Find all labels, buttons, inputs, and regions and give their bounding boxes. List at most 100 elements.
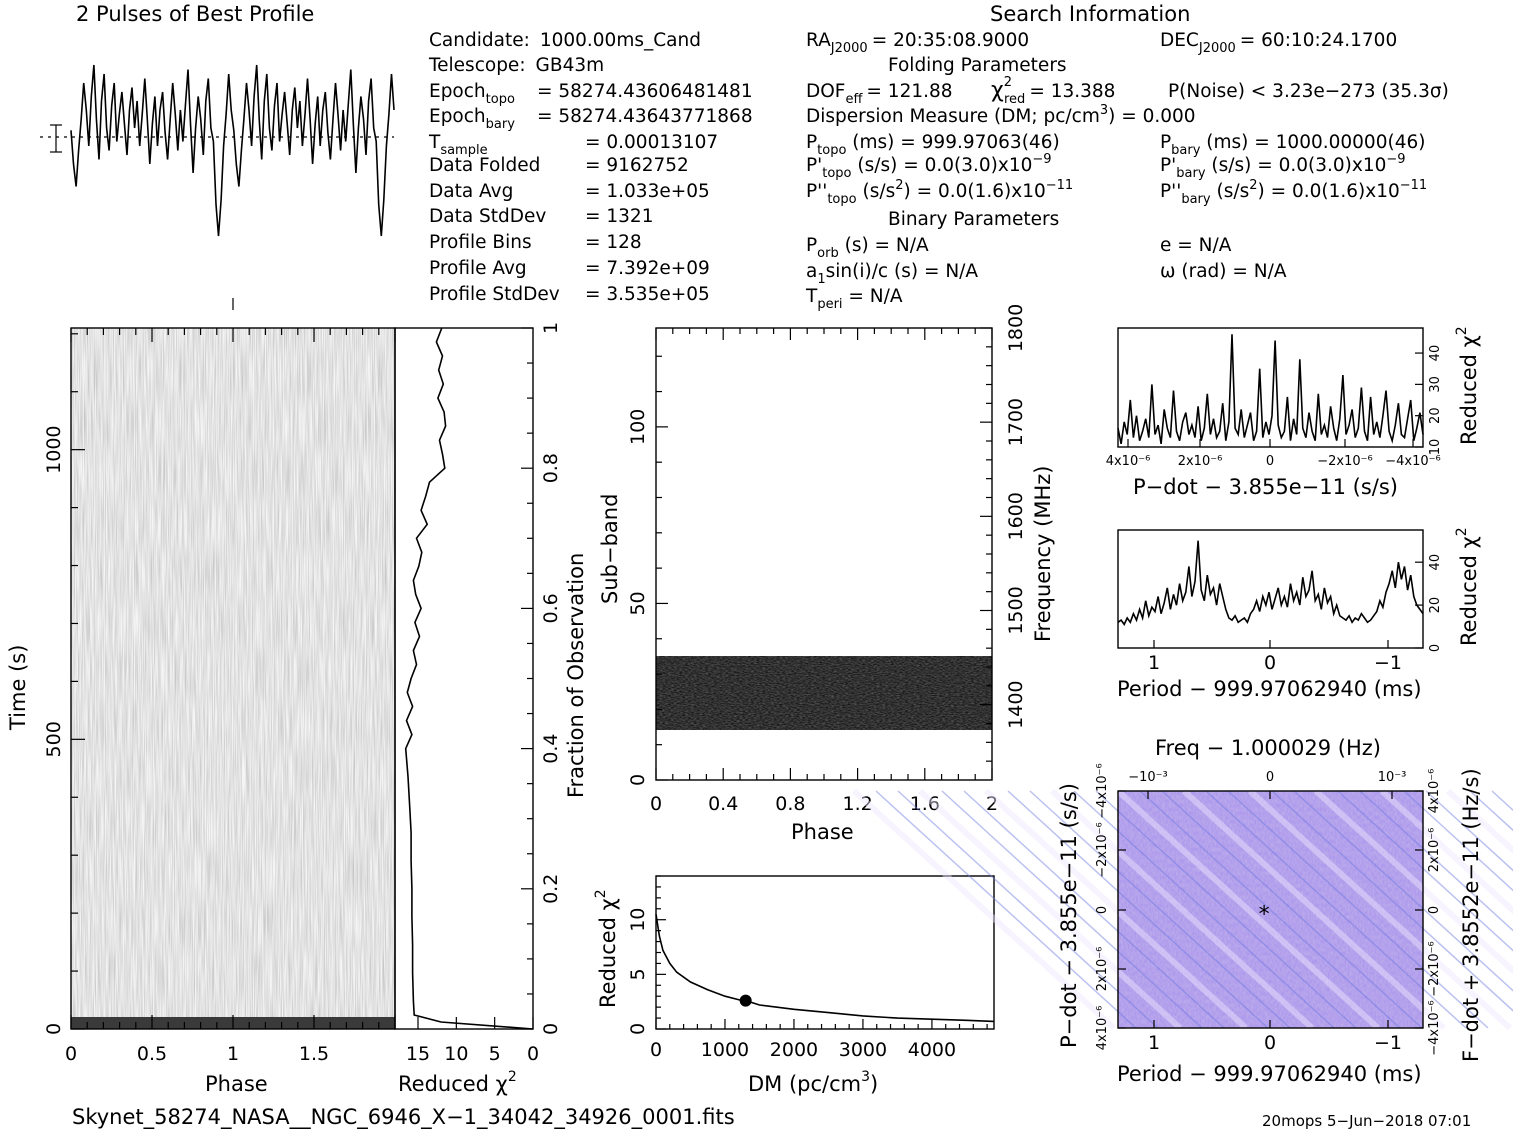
x-tick-label: 0.5 [137, 1043, 167, 1065]
subband-ylabel: Sub−band [598, 494, 622, 604]
ppdot-stripe [897, 790, 1159, 1029]
ppdot-stripe [1445, 788, 1513, 855]
time-chi-frame [394, 327, 534, 1030]
dec-line: DECJ2000 = 60:10:24.1700 [1160, 30, 1397, 56]
y-tick-label: 0 [43, 1023, 65, 1035]
ppdot-stripe [1313, 788, 1513, 975]
y-tick-label: 2x10⁻⁶ [1095, 947, 1110, 992]
ppdot-stripe [963, 790, 1225, 1029]
period-curve [1117, 540, 1424, 626]
profile-errorbar [50, 124, 62, 153]
subband-ylabel2: Frequency (MHz) [1031, 466, 1055, 642]
y-tick-label: 0 [627, 1023, 649, 1035]
pdot-xlabel: P−dot − 3.855e−11 (s/s) [1133, 475, 1398, 499]
x-tick-label: −1 [1374, 652, 1402, 674]
info-row: Data StdDev = 1321 [429, 206, 653, 227]
x-tick-label: 1.6 [910, 793, 940, 815]
ppdot-stripe [1029, 790, 1291, 1029]
info-row: Epochtopo = 58274.43606481481 [429, 81, 753, 107]
ppdot-stripe [1271, 790, 1513, 1012]
y-tick-label: 40 [1428, 554, 1443, 571]
chi-line: χ2 red = 13.388 [991, 75, 1115, 107]
ppdot-xlabel: Period − 999.97062940 (ms) [1117, 1062, 1422, 1086]
y-tick-label: −4x10⁻⁶ [1095, 763, 1110, 818]
ppdot-title: Freq − 1.000029 (Hz) [1155, 736, 1381, 760]
time-chi-curve [404, 327, 534, 1030]
time-chi-plot: 15 10 5 00 0.2 0.4 0.6 0.8 1 Reduced χ2 Fraction… [394, 322, 588, 1096]
ppdot-ylabel2: F−dot + 3.8552e−11 (Hz/s) [1459, 768, 1483, 1062]
y-tick-label: 500 [43, 721, 65, 757]
y-tick-label: 10 [627, 908, 649, 932]
x-tick-label: 0 [65, 1043, 77, 1065]
time-chi-ylabel: Fraction of Observation [564, 553, 588, 798]
pddbary-line: P''bary (s/s2) = 0.0(1.6)x10−11 [1160, 178, 1427, 207]
info-row: Profile StdDev = 3.535e+05 [429, 284, 710, 305]
x-tick-label: 0 [1264, 652, 1276, 674]
tperi-line: Tperi = N/A [805, 286, 903, 312]
x-tick-label: 5 [489, 1043, 501, 1065]
subband-ticks: 0 0.4 0.8 1.2 1.6 2 0 50 100 1400 1500 1600 1700 1800 [627, 304, 1027, 815]
y-tick-label: 5 [627, 968, 649, 980]
period-plot: 1 0 −1 0 20 40 Period − 999.97062940 (ms) Red… [1117, 527, 1481, 701]
info-row: Epochbary = 58274.43643771868 [429, 106, 753, 132]
y-tick-label: 0.8 [540, 453, 562, 483]
dm-curve [655, 914, 995, 1023]
ppdot-ticks: 1 0 −1 −10⁻³ 0 10⁻³ 4x10⁻⁶ 2x10⁻⁶ 0 −2x10⁻⁶ −4x10⁻… [1095, 763, 1442, 1055]
folding-title: Folding Parameters [888, 55, 1067, 76]
ppdot-stripe [1181, 788, 1447, 1031]
y-tick-label: 20 [1428, 407, 1443, 424]
ppdot-stripe [1227, 790, 1489, 1029]
ppdot-stripe [1049, 788, 1315, 1031]
y2-tick-label: 1700 [1005, 398, 1027, 446]
pnoise-line: P(Noise) < 3.23e−273 (35.3σ) [1168, 81, 1449, 102]
dof-line: DOFeff = 121.88 [806, 81, 953, 107]
period-ticks: 1 0 −1 0 20 40 [1148, 554, 1443, 674]
ppdot-stripe [1247, 788, 1513, 1031]
time-chi-ticks: 15 10 5 00 0.2 0.4 0.6 0.8 1 [406, 322, 562, 1065]
y-tick-label: 40 [1428, 345, 1443, 362]
top-tick-label: −10⁻³ [1128, 770, 1168, 785]
search-title: Search Information [990, 2, 1190, 26]
y-tick-label: 0 [540, 1023, 562, 1035]
ptopo-line: Ptopo (ms) = 999.97063(46) [806, 132, 1060, 158]
x-tick-label: 15 [406, 1043, 430, 1065]
info-row: Data Folded = 9162752 [429, 155, 689, 176]
x-tick-label: 0.4 [708, 793, 738, 815]
y2-tick-label: 1800 [1005, 304, 1027, 352]
y-tick-label: 1 [540, 322, 562, 334]
info-panel: 2 Pulses of Best Profile Search Informat… [76, 2, 1449, 312]
y-tick-label: 0 [1095, 906, 1110, 914]
dm-line: Dispersion Measure (DM; pc/cm3) = 0.000 [806, 103, 1196, 127]
ppdot-stripe [1161, 790, 1423, 1029]
footer-stamp: 20mops 5−Jun−2018 07:01 [1262, 1112, 1471, 1130]
dm-best-marker [739, 994, 752, 1007]
time-phase-xlabel: Phase [205, 1072, 268, 1096]
y-tick-label: 1000 [43, 425, 65, 473]
y-tick-label: 4x10⁻⁶ [1095, 1006, 1110, 1051]
ppdot-stripes [851, 788, 1513, 1031]
ppdot-stripe [1359, 790, 1513, 932]
time-phase-noise [71, 328, 395, 1029]
pdot-curve [1117, 334, 1424, 445]
time-phase-ticks: 0 0.5 1 1.5 0 500 1000 [43, 328, 396, 1065]
ppdot-stripe [917, 788, 1183, 1031]
period-xlabel: Period − 999.97062940 (ms) [1117, 677, 1422, 701]
ppdot-best-marker: * [1259, 903, 1270, 928]
subband-noise [656, 656, 992, 730]
y-tick-label: 0 [1428, 644, 1443, 652]
dm-ticks: 0 1000 2000 3000 4000 0 5 10 [627, 875, 988, 1061]
x-tick-label: −2x10⁻⁶ [1317, 454, 1372, 469]
x-tick-label: 0.8 [775, 793, 805, 815]
omega-line: ω (rad) = N/A [1160, 261, 1287, 282]
ppdot-stripe [1379, 788, 1513, 915]
ppdot-stripe [851, 788, 1117, 1031]
x-tick-label: 10 [444, 1043, 468, 1065]
pbary-line: Pbary (ms) = 1000.00000(46) [1160, 132, 1425, 158]
x-tick-label: 4000 [908, 1039, 956, 1061]
profile-curve [70, 64, 395, 237]
x-tick-label: 1.2 [842, 793, 872, 815]
y-tick-label: 10 [1428, 439, 1443, 456]
y2-tick-label: 1500 [1005, 586, 1027, 634]
y-tick-label: 0.4 [540, 733, 562, 763]
y2-tick-label: 2x10⁻⁶ [1427, 828, 1442, 873]
